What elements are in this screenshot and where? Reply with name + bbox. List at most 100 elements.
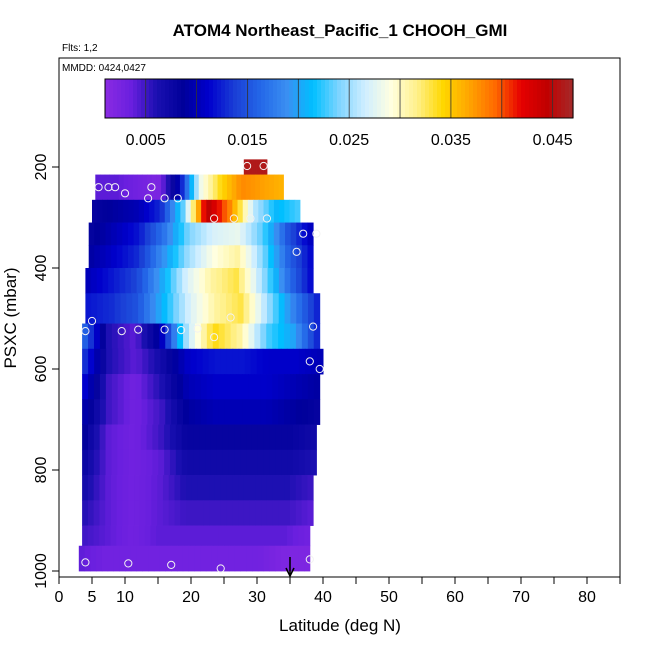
heatmap-cell [144, 245, 151, 269]
heatmap-cell [246, 545, 253, 572]
heatmap-cell [260, 159, 262, 175]
heatmap-cell [259, 174, 266, 201]
heatmap-cell [228, 222, 236, 246]
heatmap-cell [142, 545, 149, 572]
colorbar-segment [369, 79, 374, 118]
heatmap-cell [179, 174, 186, 201]
heatmap-cell [113, 545, 120, 572]
heatmap-cell [258, 525, 265, 547]
heatmap-cell [99, 323, 107, 350]
heatmap-cell [280, 545, 288, 572]
heatmap-cell [304, 525, 311, 547]
heatmap-cell [217, 545, 224, 572]
heatmap-cell [261, 268, 269, 294]
heatmap-cell [250, 348, 258, 375]
colorbar-segment [205, 79, 210, 118]
heatmap-cell [255, 159, 257, 175]
colorbar-segment [217, 79, 222, 118]
data-point [193, 324, 202, 333]
heatmap-cell [90, 545, 97, 572]
heatmap-cell [156, 245, 163, 269]
colorbar-segment [277, 79, 282, 118]
heatmap-cell [301, 475, 308, 501]
heatmap-cell [116, 475, 124, 501]
heatmap-cell [164, 449, 171, 476]
heatmap-cell [217, 174, 223, 201]
colorbar-segment [565, 79, 570, 118]
heatmap-cell [117, 449, 124, 476]
heatmap-cell [262, 348, 270, 375]
heatmap-cell [117, 323, 125, 350]
chart-title: ATOM4 Northeast_Pacific_1 CHOOH_GMI [173, 21, 508, 40]
colorbar-segment [365, 79, 370, 118]
observation-points [81, 161, 324, 573]
heatmap-cell [263, 449, 271, 476]
colorbar-segment [337, 79, 342, 118]
heatmap-cell [278, 323, 285, 350]
heatmap-cell [228, 245, 236, 269]
heatmap-cell [211, 199, 218, 223]
colorbar-segment [309, 79, 314, 118]
heatmap-cell [290, 374, 297, 400]
heatmap-cell [224, 374, 232, 400]
heatmap-cell [257, 159, 259, 175]
heatmap-cell [301, 374, 309, 400]
heatmap-cell [269, 174, 275, 201]
heatmap-cell [252, 525, 260, 547]
heatmap-cell [101, 545, 109, 572]
heatmap-cell [190, 348, 198, 375]
heatmap-cell [168, 475, 175, 501]
heatmap-cell [284, 399, 291, 425]
heatmap-cell [239, 268, 246, 294]
heatmap-cell [295, 475, 303, 501]
heatmap-cell [99, 424, 107, 451]
heatmap-cell [286, 348, 294, 375]
heatmap-cell [196, 348, 204, 375]
heatmap-cell [202, 293, 209, 324]
heatmap-cell [268, 199, 275, 223]
heatmap-cell [307, 399, 315, 425]
heatmap-cell [310, 449, 317, 476]
colorbar-segment [325, 79, 330, 118]
heatmap-cell [272, 323, 279, 350]
heatmap-cell [208, 293, 215, 324]
heatmap-cell [244, 159, 247, 175]
heatmap-cell [144, 222, 151, 246]
heatmap-cell [180, 500, 187, 526]
colorbar-segment [153, 79, 158, 118]
colorbar-segment [285, 79, 290, 118]
heatmap-cell [222, 424, 230, 451]
colorbar-segment [385, 79, 390, 118]
heatmap-cell [139, 222, 146, 246]
heatmap-cell [255, 159, 258, 175]
heatmap-cell [189, 399, 196, 425]
heatmap-cell [201, 525, 208, 547]
heatmap-cell [236, 174, 242, 201]
heatmap-cell [182, 545, 190, 572]
heatmap-cell [194, 545, 201, 572]
colorbar-segment [321, 79, 326, 118]
heatmap-cell [254, 323, 261, 350]
heatmap-cell [241, 525, 248, 547]
heatmap-cell [125, 545, 132, 572]
heatmap-cell [169, 424, 177, 451]
heatmap-cell [187, 449, 194, 476]
heatmap-cell [195, 525, 203, 547]
heatmap-cell [301, 399, 309, 425]
heatmap-cell [134, 449, 142, 476]
colorbar-segment [353, 79, 358, 118]
heatmap-cell [82, 374, 89, 400]
heatmap-cell [82, 323, 89, 350]
heatmap-cell [245, 174, 251, 201]
heatmap-cell [82, 500, 89, 526]
heatmap-cell [220, 500, 227, 526]
colorbar-tick-label: 0.015 [227, 132, 267, 149]
heatmap-cell [255, 500, 262, 526]
heatmap-cell [82, 399, 89, 425]
x-tick-label: 80 [578, 589, 596, 606]
heatmap-cell [180, 199, 187, 223]
heatmap-cell [216, 268, 223, 294]
heatmap-cell [212, 245, 219, 269]
heatmap-cell [249, 293, 256, 324]
colorbar-segment [541, 79, 546, 118]
